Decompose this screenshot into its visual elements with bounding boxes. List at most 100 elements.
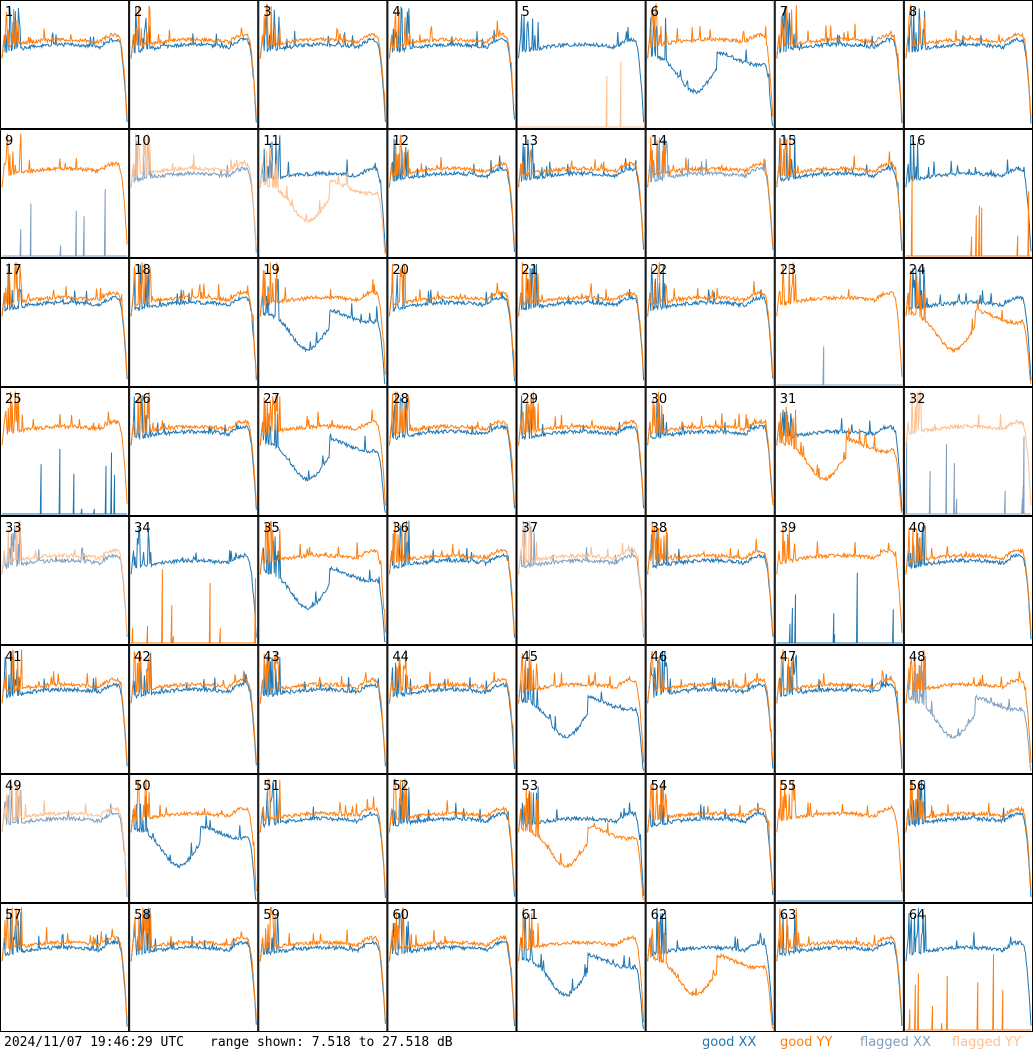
- panel-62: 62: [645, 903, 775, 1032]
- panel-60: 60: [387, 903, 517, 1032]
- series-xx-good: [259, 9, 386, 123]
- panel-label: 51: [263, 779, 280, 794]
- panel-33: 33: [0, 516, 130, 645]
- panel-frame: [0, 516, 130, 645]
- panel-frame: [129, 387, 259, 516]
- panel-label: 2: [134, 5, 142, 20]
- series-yy-good: [388, 134, 515, 245]
- series-yy-good: [130, 651, 257, 761]
- panel-label: 1: [5, 5, 13, 20]
- panel-label: 62: [651, 908, 668, 923]
- series-yy-good: [1, 907, 128, 1020]
- series-yy-good: [647, 3, 774, 117]
- panel-label: 53: [522, 779, 539, 794]
- panel-frame: [387, 129, 517, 258]
- series-yy-good: [1, 262, 128, 376]
- series-yy-good: [131, 569, 257, 644]
- panel-label: 58: [134, 908, 151, 923]
- series-xx-good: [905, 907, 1032, 1026]
- series-xx-good: [776, 6, 903, 124]
- panel-label: 26: [134, 392, 151, 407]
- panel-label: 10: [134, 134, 151, 149]
- series-xx-good: [647, 530, 774, 637]
- series-xx-good: [259, 278, 386, 385]
- panel-frame: [387, 0, 517, 129]
- panel-10: 10: [129, 129, 259, 258]
- panel-label: 40: [909, 521, 926, 536]
- series-xx-good: [518, 13, 645, 123]
- series-xx-good: [1, 6, 128, 123]
- panel-label: 5: [522, 5, 530, 20]
- panel-label: 43: [263, 650, 280, 665]
- range-label: range shown: 7.518 to 27.518 dB: [210, 1035, 453, 1050]
- series-yy-good: [905, 4, 1032, 118]
- panel-label: 45: [522, 650, 539, 665]
- series-xx-flagged: [130, 140, 257, 253]
- panel-30: 30: [645, 387, 775, 516]
- series-yy-good: [130, 391, 257, 504]
- series-yy-flagged: [130, 133, 257, 247]
- panel-frame: [903, 0, 1033, 129]
- series-yy-good: [776, 406, 903, 513]
- panel-40: 40: [903, 516, 1033, 645]
- series-yy-good: [388, 778, 515, 890]
- series-yy-good: [130, 262, 257, 376]
- panel-6: 6: [645, 0, 775, 129]
- panel-label: 18: [134, 263, 151, 278]
- panel-label: 31: [780, 392, 797, 407]
- series-yy-good: [259, 907, 386, 1021]
- panel-frame: [516, 516, 646, 645]
- series-xx-good: [388, 520, 515, 638]
- series-yy-good: [1, 8, 128, 118]
- panel-label: 14: [651, 134, 668, 149]
- panel-37: 37: [516, 516, 646, 645]
- panel-frame: [645, 258, 775, 387]
- series-yy-good: [388, 391, 515, 503]
- panel-label: 34: [134, 521, 151, 536]
- panel-27: 27: [258, 387, 388, 516]
- series-yy-good: [1, 391, 128, 504]
- panel-15: 15: [774, 129, 904, 258]
- panel-label: 47: [780, 650, 797, 665]
- series-yy-good: [905, 175, 1031, 257]
- panel-label: 36: [392, 521, 409, 536]
- series-yy-good: [130, 907, 257, 1018]
- panel-58: 58: [129, 903, 259, 1032]
- panel-56: 56: [903, 774, 1033, 903]
- panel-frame: [645, 774, 775, 903]
- series-yy-good: [776, 5, 903, 118]
- series-xx-good: [130, 527, 257, 638]
- panel-13: 13: [516, 129, 646, 258]
- series-yy-good: [647, 650, 774, 761]
- series-xx-good: [259, 781, 386, 899]
- panel-36: 36: [387, 516, 517, 645]
- series-yy-flagged: [259, 147, 386, 255]
- series-yy-good: [130, 5, 257, 117]
- panel-label: 6: [651, 5, 659, 20]
- series-xx-good: [388, 782, 515, 897]
- series-xx-good: [259, 530, 386, 643]
- legend-flagged-yy: flagged YY: [952, 1035, 1021, 1050]
- panel-3: 3: [258, 0, 388, 129]
- series-xx-good: [647, 907, 774, 1025]
- panel-41: 41: [0, 645, 130, 774]
- panel-label: 33: [5, 521, 22, 536]
- panel-29: 29: [516, 387, 646, 516]
- series-xx-flagged: [647, 137, 774, 250]
- series-xx-good: [905, 136, 1032, 252]
- panel-label: 60: [392, 908, 409, 923]
- series-xx-good: [1, 651, 128, 767]
- series-xx-good: [130, 395, 257, 510]
- series-xx-good: [388, 912, 515, 1027]
- panel-24: 24: [903, 258, 1033, 387]
- panel-frame: [774, 516, 904, 645]
- series-xx-good: [518, 139, 645, 250]
- series-xx-flagged: [1, 521, 128, 637]
- series-yy-good: [518, 391, 645, 505]
- panel-label: 54: [651, 779, 668, 794]
- panel-frame: [645, 645, 775, 774]
- panel-21: 21: [516, 258, 646, 387]
- timestamp: 2024/11/07 19:46:29 UTC: [4, 1035, 185, 1050]
- panel-23: 23: [774, 258, 904, 387]
